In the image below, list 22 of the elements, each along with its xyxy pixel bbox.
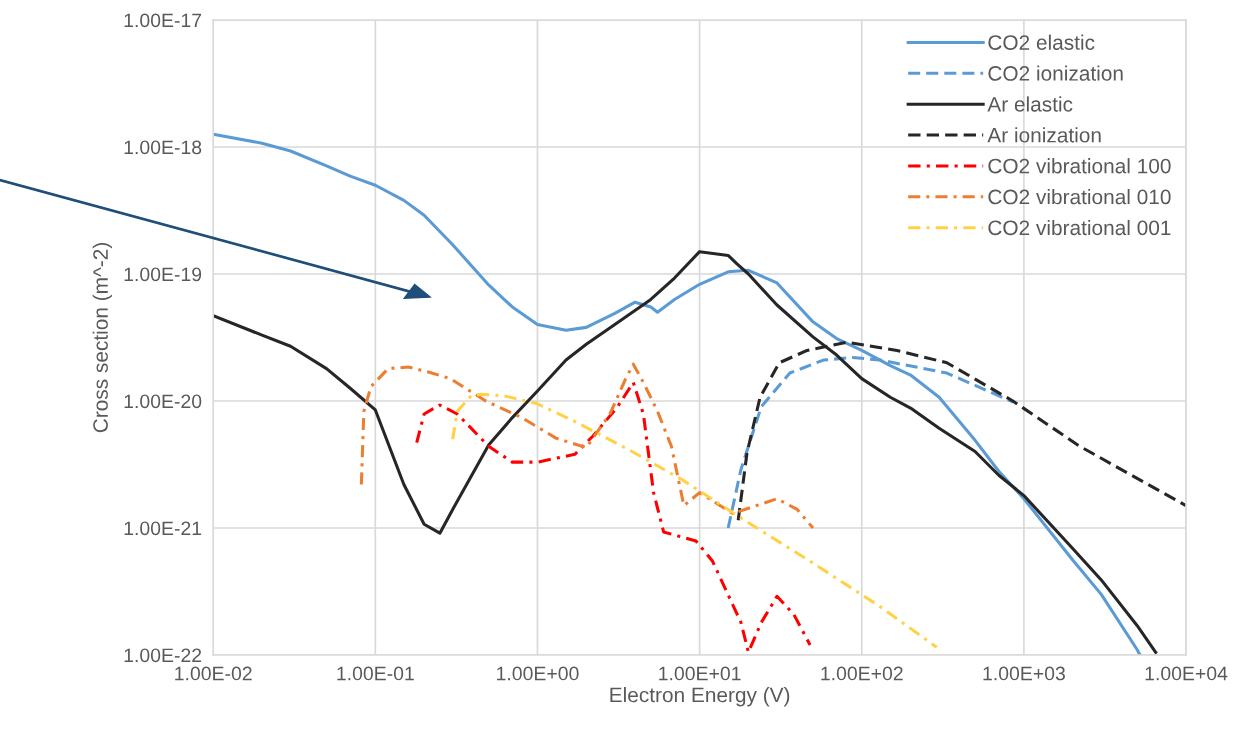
x-tick-label: 1.00E+00 bbox=[497, 666, 579, 681]
y-tick-label: 1.00E-22 bbox=[124, 648, 202, 663]
legend-label: CO2 vibrational 001 bbox=[988, 219, 1171, 236]
x-tick-label: 1.00E+04 bbox=[1145, 666, 1228, 681]
legend-label: CO2 vibrational 100 bbox=[988, 158, 1171, 174]
legend-label: CO2 elastic bbox=[988, 34, 1095, 50]
y-tick-label: 1.00E-17 bbox=[124, 13, 202, 28]
x-tick-label: 1.00E+02 bbox=[821, 666, 903, 681]
x-axis-title: Electron Energy (V) bbox=[610, 686, 790, 707]
y-tick-label: 1.00E-19 bbox=[124, 267, 202, 282]
y-axis-title: Cross section (m^-2) bbox=[92, 243, 113, 433]
legend-label: Ar ionization bbox=[987, 127, 1101, 143]
legend-label: Ar elastic bbox=[987, 96, 1073, 112]
x-tick-label: 1.00E-01 bbox=[337, 666, 414, 681]
y-tick-label: 1.00E-21 bbox=[124, 521, 202, 536]
y-tick-label: 1.00E-20 bbox=[124, 394, 202, 409]
x-tick-label: 1.00E+01 bbox=[659, 666, 741, 681]
x-tick-label: 1.00E-02 bbox=[175, 666, 252, 681]
y-tick-label: 1.00E-18 bbox=[124, 140, 202, 155]
legend-label: CO2 ionization bbox=[988, 65, 1123, 81]
x-tick-label: 1.00E+03 bbox=[983, 666, 1065, 681]
legend-label: CO2 vibrational 010 bbox=[988, 189, 1171, 205]
